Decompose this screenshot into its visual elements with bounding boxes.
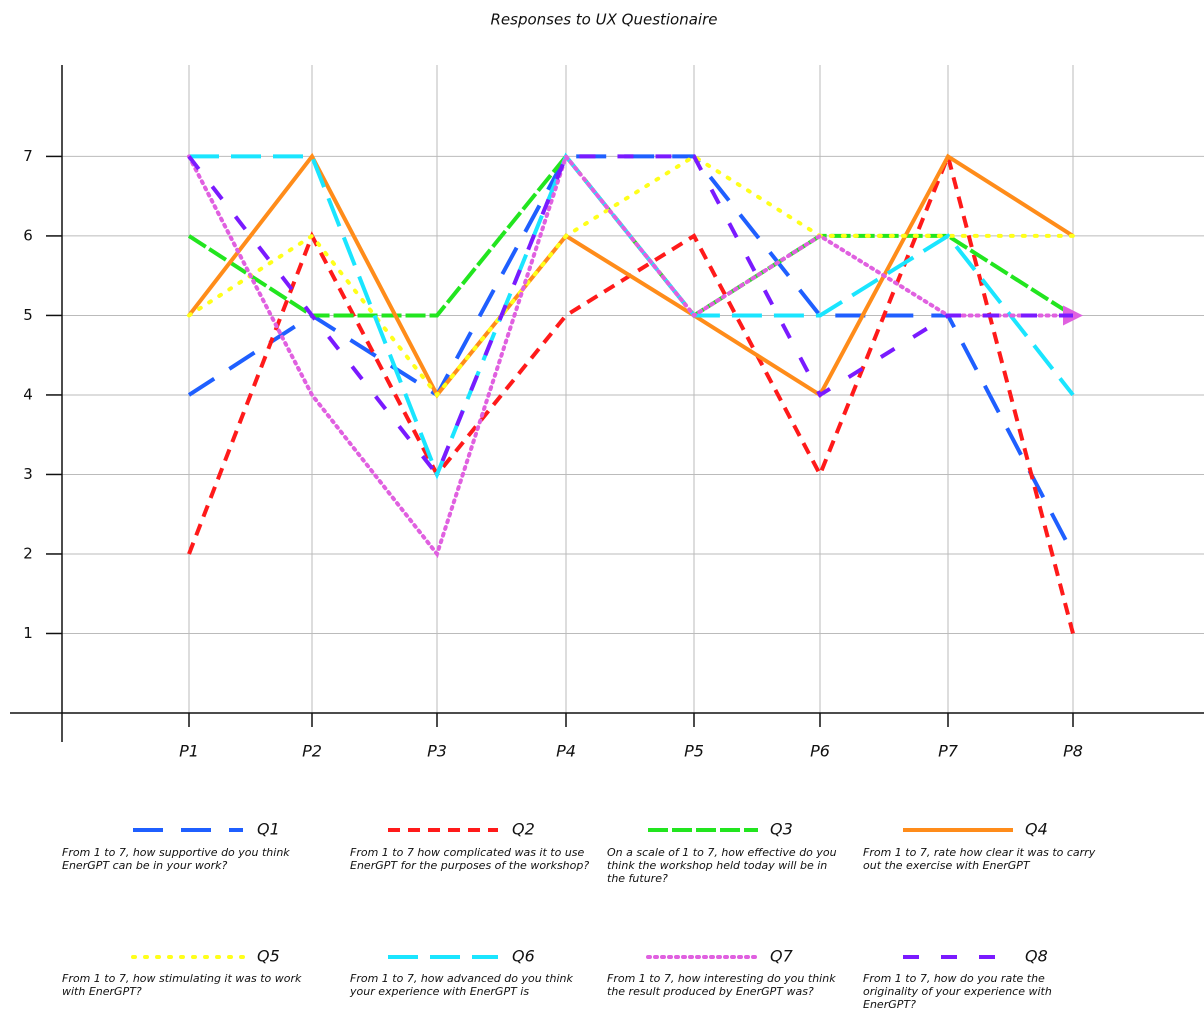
series-line [187,154,1075,555]
x-tick-label: P5 [684,742,704,761]
legend-label: Q3 [770,820,793,839]
x-tick-label: P2 [302,742,322,761]
legend-label: Q5 [257,947,280,966]
legend-description: From 1 to 7, how stimulating it was to w… [62,972,302,998]
y-tick-label: 2 [23,544,33,562]
legend-label: Q4 [1025,820,1048,839]
legend-label: Q6 [512,947,535,966]
y-tick-label: 1 [23,624,33,642]
y-tick-label: 5 [23,306,33,324]
y-tick-label: 7 [23,147,33,165]
chart-title: Responses to UX Questionaire [491,11,718,29]
legend-label: Q8 [1025,947,1048,966]
y-tick-label: 6 [23,226,33,244]
legend-label: Q2 [512,820,535,839]
y-tick-label: 3 [23,465,33,483]
series-line [187,154,1075,399]
legend-label: Q7 [770,947,794,966]
x-tick-label: P1 [179,742,199,761]
y-tick-label: 4 [23,385,33,403]
legend-description: From 1 to 7, how do you rate the origina… [863,972,1052,1011]
x-tick-label: P3 [427,742,447,761]
x-tick-label: P7 [938,742,959,761]
legend-description: From 1 to 7, how advanced do you think y… [350,972,573,998]
legend-label: Q1 [257,820,280,839]
legend-description: From 1 to 7 how complicated was it to us… [350,846,590,872]
x-tick-label: P6 [810,742,830,761]
series-line [187,152,1075,399]
x-tick-label: P4 [556,742,576,761]
x-tick-label: P8 [1063,742,1083,761]
series-line [187,154,1073,479]
legend-description: From 1 to 7, how interesting do you thin… [607,972,836,998]
legend-description: From 1 to 7, rate how clear it was to ca… [863,846,1096,872]
series-line [187,152,1083,559]
legend-description: From 1 to 7, how supportive do you think… [62,846,290,872]
legend-description: On a scale of 1 to 7, how effective do y… [607,846,837,885]
